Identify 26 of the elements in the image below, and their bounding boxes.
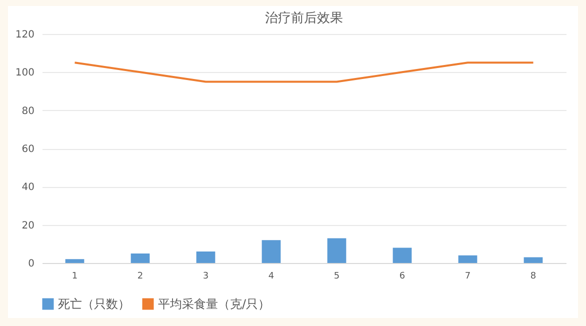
bar (130, 253, 150, 263)
x-tick-label: 4 (268, 272, 274, 282)
y-tick-label: 20 (22, 220, 34, 232)
bar (524, 257, 543, 263)
bar (392, 248, 412, 263)
y-tick-label: 120 (15, 30, 34, 40)
x-tick-label: 6 (399, 272, 406, 282)
bar (458, 255, 478, 263)
x-tick-label: 3 (202, 272, 209, 282)
x-tick-label: 8 (530, 272, 536, 282)
y-tick-label: 0 (28, 258, 34, 270)
x-tick-label: 7 (464, 272, 471, 282)
x-tick-label: 5 (334, 272, 340, 282)
y-tick-label: 80 (22, 106, 34, 117)
legend-label: 死亡（只数） (58, 297, 130, 311)
y-tick-label: 60 (22, 144, 34, 155)
bar (196, 252, 216, 263)
x-tick-label: 2 (137, 272, 144, 282)
chart-title: 治疗前后效果 (265, 11, 343, 26)
bar (65, 259, 84, 263)
bar (262, 240, 281, 263)
x-tick-label: 1 (72, 272, 78, 282)
y-tick-label: 100 (15, 68, 34, 79)
legend-label: 平均采食量（克/只） (158, 297, 270, 311)
bar (327, 238, 346, 263)
y-tick-label: 40 (22, 182, 34, 194)
